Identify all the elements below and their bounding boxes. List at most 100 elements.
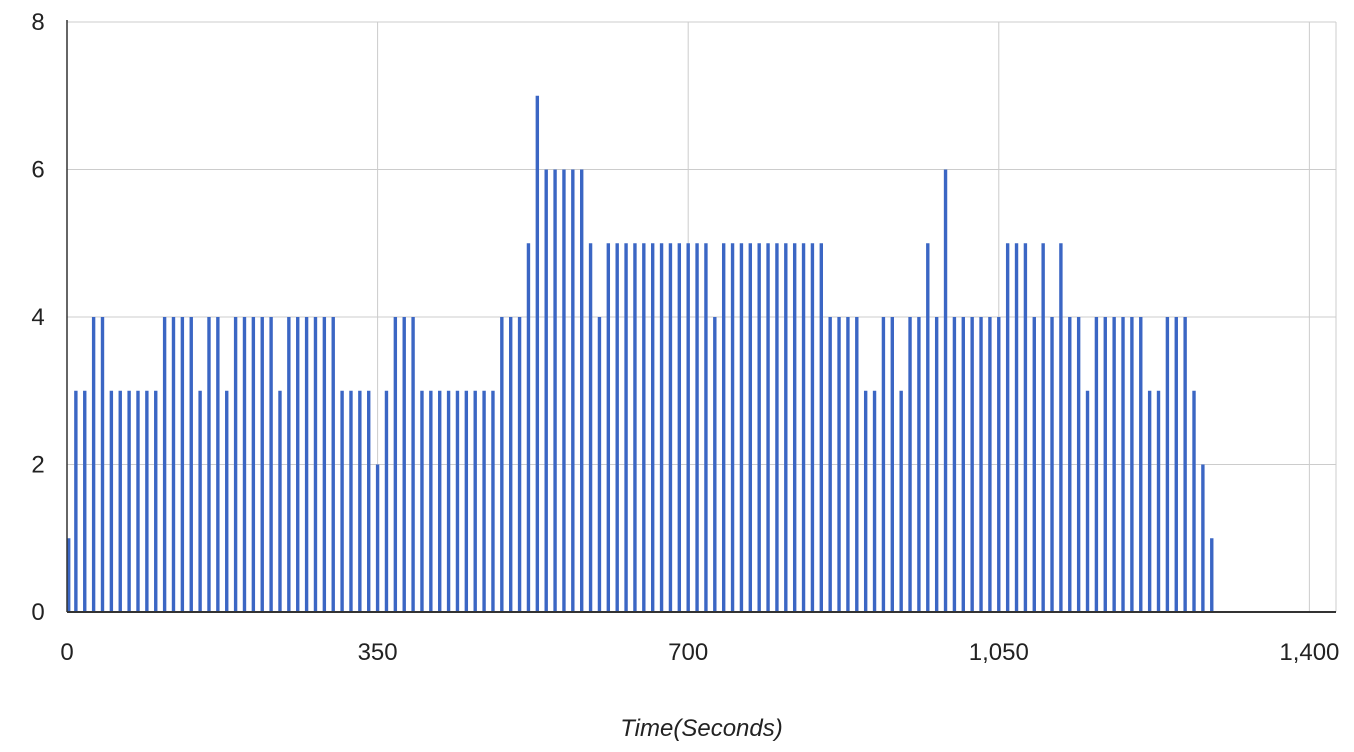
bar: [863, 390, 868, 612]
y-tick-label: 8: [31, 9, 44, 36]
bar: [606, 243, 611, 612]
bar: [1094, 317, 1099, 612]
bar: [411, 317, 415, 612]
bar: [1174, 317, 1178, 612]
bar: [1139, 317, 1143, 612]
bar: [766, 243, 770, 612]
bar: [402, 317, 406, 612]
bar: [810, 243, 815, 612]
bar: [659, 243, 664, 612]
bar: [721, 243, 726, 612]
bar: [1192, 390, 1196, 612]
bar: [74, 390, 78, 612]
bar: [313, 317, 318, 612]
bar: [668, 243, 673, 612]
bar: [872, 390, 877, 612]
bar: [588, 243, 593, 612]
bar: [260, 317, 264, 612]
bar: [997, 317, 1001, 612]
bar: [837, 317, 841, 612]
bar: [562, 169, 566, 612]
bar: [331, 317, 335, 612]
bar: [393, 317, 398, 612]
bar: [322, 317, 327, 612]
bar: [304, 317, 309, 612]
bar: [1032, 317, 1036, 612]
bar: [1023, 243, 1028, 612]
bar: [1201, 464, 1205, 612]
bar: [429, 390, 433, 612]
bar: [136, 390, 140, 612]
bar: [438, 390, 442, 612]
bar: [269, 317, 273, 612]
bar: [730, 243, 735, 612]
bar: [908, 317, 912, 612]
bar: [171, 317, 176, 612]
bar: [686, 243, 690, 612]
bar: [677, 243, 682, 612]
bar: [233, 317, 238, 612]
bar: [713, 317, 717, 612]
bar: [784, 243, 788, 612]
y-tick-label: 0: [31, 599, 44, 626]
bar: [952, 317, 957, 612]
bar: [704, 243, 708, 612]
bar: [890, 317, 894, 612]
bar: [926, 243, 930, 612]
bar: [207, 317, 211, 612]
x-tick-labels: 0 350 700 1,050 1,400: [60, 639, 1339, 666]
bar: [775, 243, 779, 612]
bar: [544, 169, 548, 612]
x-tick-label: 350: [358, 639, 398, 666]
bar: [757, 243, 761, 612]
bar: [287, 317, 291, 612]
bar: [367, 390, 371, 612]
bar: [127, 390, 131, 612]
bar: [109, 390, 114, 612]
bar: [118, 390, 122, 612]
bar: [225, 390, 229, 612]
bar: [961, 317, 965, 612]
bar: [67, 538, 71, 612]
bar: [509, 317, 513, 612]
bars: [67, 95, 1214, 612]
bar: [491, 390, 495, 612]
bar: [739, 243, 744, 612]
bar: [597, 317, 602, 612]
bar: [340, 390, 344, 612]
bar: [855, 317, 859, 612]
bar: [278, 390, 282, 612]
y-tick-labels: 0 2 4 6 8: [31, 9, 44, 626]
bar: [1068, 317, 1072, 612]
bar: [943, 169, 948, 612]
bar: [846, 317, 850, 612]
bar: [792, 243, 797, 612]
bar: [251, 317, 256, 612]
bar: [242, 317, 247, 612]
bar: [695, 243, 699, 612]
bar: [145, 390, 149, 612]
bar: [296, 317, 300, 612]
bar: [917, 317, 921, 612]
bar: [180, 317, 185, 612]
bar: [642, 243, 646, 612]
bar: [464, 390, 469, 612]
bar: [535, 95, 540, 612]
bar: [1085, 390, 1090, 612]
bar: [579, 169, 584, 612]
bar: [375, 464, 380, 612]
bar: [571, 169, 575, 612]
bar: [455, 390, 460, 612]
bar: [1130, 317, 1134, 612]
bar: [970, 317, 974, 612]
bar: [801, 243, 806, 612]
bar: [154, 390, 158, 612]
bar: [500, 317, 504, 612]
bar: [420, 390, 424, 612]
x-axis-title: Time(Seconds): [620, 715, 783, 742]
bar: [1156, 390, 1161, 612]
x-tick-label: 700: [668, 639, 708, 666]
bar: [1183, 317, 1187, 612]
